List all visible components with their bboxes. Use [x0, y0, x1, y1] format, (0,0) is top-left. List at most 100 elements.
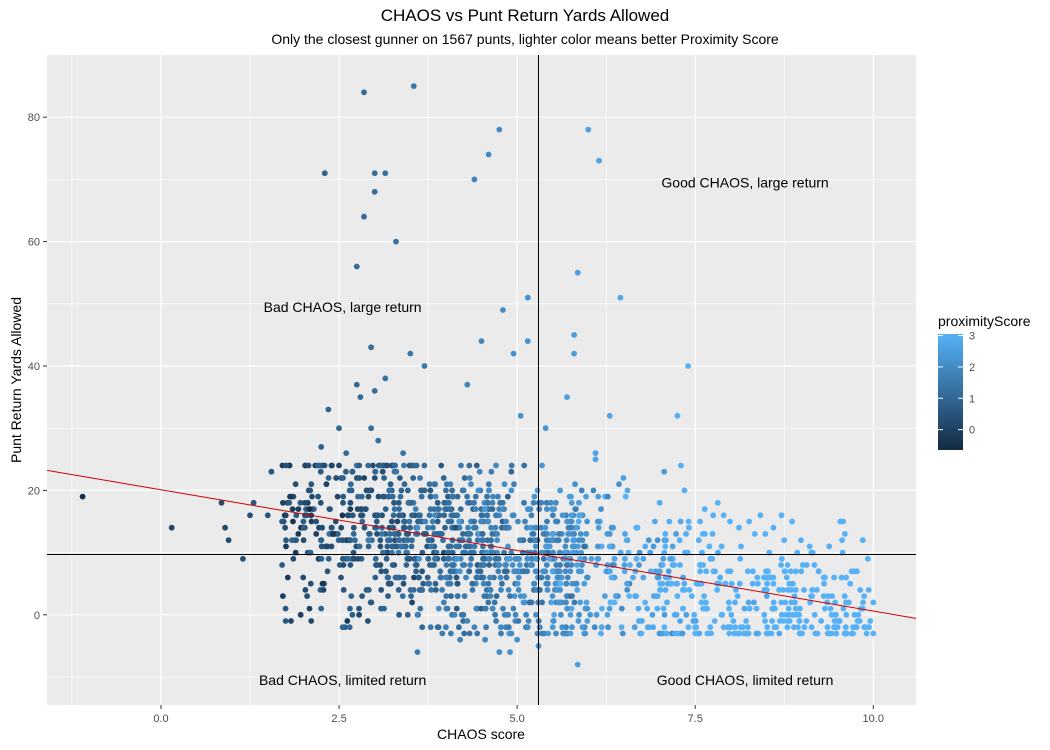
data-point: [539, 462, 545, 469]
data-point: [730, 618, 737, 624]
data-point: [508, 630, 515, 637]
data-point: [525, 618, 532, 624]
data-point: [324, 543, 331, 550]
data-point: [608, 574, 615, 581]
y-tick-label: 80: [28, 112, 40, 124]
data-point: [707, 624, 714, 631]
data-point: [493, 618, 499, 624]
data-point: [352, 537, 358, 544]
data-point: [530, 531, 537, 537]
data-point: [821, 580, 827, 587]
data-point: [456, 543, 463, 550]
data-point: [300, 574, 307, 581]
data-point: [784, 624, 791, 631]
data-point: [427, 562, 433, 568]
data-point: [733, 587, 739, 593]
data-point: [391, 506, 398, 512]
data-point: [618, 605, 625, 612]
data-point: [401, 462, 407, 469]
data-point: [574, 562, 580, 568]
data-point: [422, 518, 429, 525]
data-point: [425, 580, 432, 587]
data-point: [347, 605, 353, 612]
data-point: [301, 499, 308, 506]
data-point: [478, 518, 484, 525]
x-tick-label: 0.0: [153, 713, 168, 725]
data-point: [530, 499, 537, 506]
data-point: [356, 611, 362, 618]
data-point: [453, 574, 460, 581]
data-point: [581, 555, 588, 562]
data-point: [286, 499, 293, 506]
data-point: [564, 574, 571, 581]
data-point: [314, 462, 321, 469]
data-point: [457, 555, 464, 562]
data-point: [656, 568, 663, 575]
data-point: [401, 481, 408, 488]
data-point: [728, 611, 735, 618]
data-point: [685, 363, 691, 369]
data-point: [565, 531, 572, 537]
data-point: [443, 487, 449, 494]
data-point: [333, 475, 339, 481]
data-point: [410, 587, 417, 593]
data-point: [667, 555, 674, 562]
data-point: [703, 605, 710, 612]
data-point: [283, 543, 289, 550]
data-point: [419, 568, 425, 575]
data-point: [786, 618, 793, 624]
x-tick-label: 7.5: [688, 713, 703, 725]
data-point: [347, 562, 354, 568]
data-point: [79, 493, 86, 500]
data-point: [757, 512, 764, 519]
data-point: [581, 543, 587, 550]
data-point: [681, 580, 688, 587]
data-point: [343, 450, 350, 456]
data-point: [783, 574, 790, 581]
data-point: [424, 574, 431, 581]
data-point: [384, 543, 391, 550]
data-point: [324, 568, 331, 575]
data-point: [443, 593, 450, 599]
data-point: [498, 630, 504, 637]
data-point: [406, 555, 413, 562]
data-point: [502, 568, 509, 575]
data-point: [857, 587, 864, 593]
data-point: [660, 555, 667, 562]
data-point: [338, 524, 345, 531]
data-point: [606, 605, 613, 612]
data-point: [325, 406, 332, 413]
data-point: [349, 512, 356, 519]
data-point: [532, 568, 539, 575]
data-point: [524, 568, 530, 575]
data-point: [609, 524, 616, 531]
data-point: [640, 574, 647, 581]
data-point: [284, 574, 291, 581]
data-point: [327, 506, 333, 512]
data-point: [384, 462, 390, 469]
data-point: [865, 587, 872, 593]
data-point: [521, 499, 527, 506]
data-point: [605, 624, 611, 631]
data-point: [290, 518, 296, 525]
data-point: [485, 580, 492, 587]
data-point: [434, 499, 441, 506]
data-point: [650, 624, 656, 631]
data-point: [507, 593, 513, 599]
data-point: [782, 599, 789, 606]
data-point: [168, 524, 175, 531]
data-point: [486, 555, 493, 562]
data-point: [374, 562, 381, 568]
data-point: [502, 524, 509, 531]
data-point: [497, 624, 504, 631]
data-point: [545, 580, 551, 587]
data-point: [547, 499, 554, 506]
data-point: [351, 555, 358, 562]
data-point: [297, 611, 304, 618]
data-point: [543, 499, 550, 506]
data-point: [417, 475, 423, 481]
data-point: [575, 618, 582, 624]
data-point: [761, 611, 768, 618]
data-point: [466, 475, 473, 481]
